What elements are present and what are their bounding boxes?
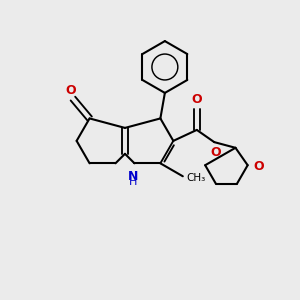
Text: O: O [191,93,202,106]
Text: CH₃: CH₃ [186,173,206,183]
Text: O: O [253,160,264,173]
Text: O: O [65,84,76,97]
Text: H: H [129,177,137,187]
Text: N: N [128,170,138,183]
Text: O: O [210,146,221,159]
